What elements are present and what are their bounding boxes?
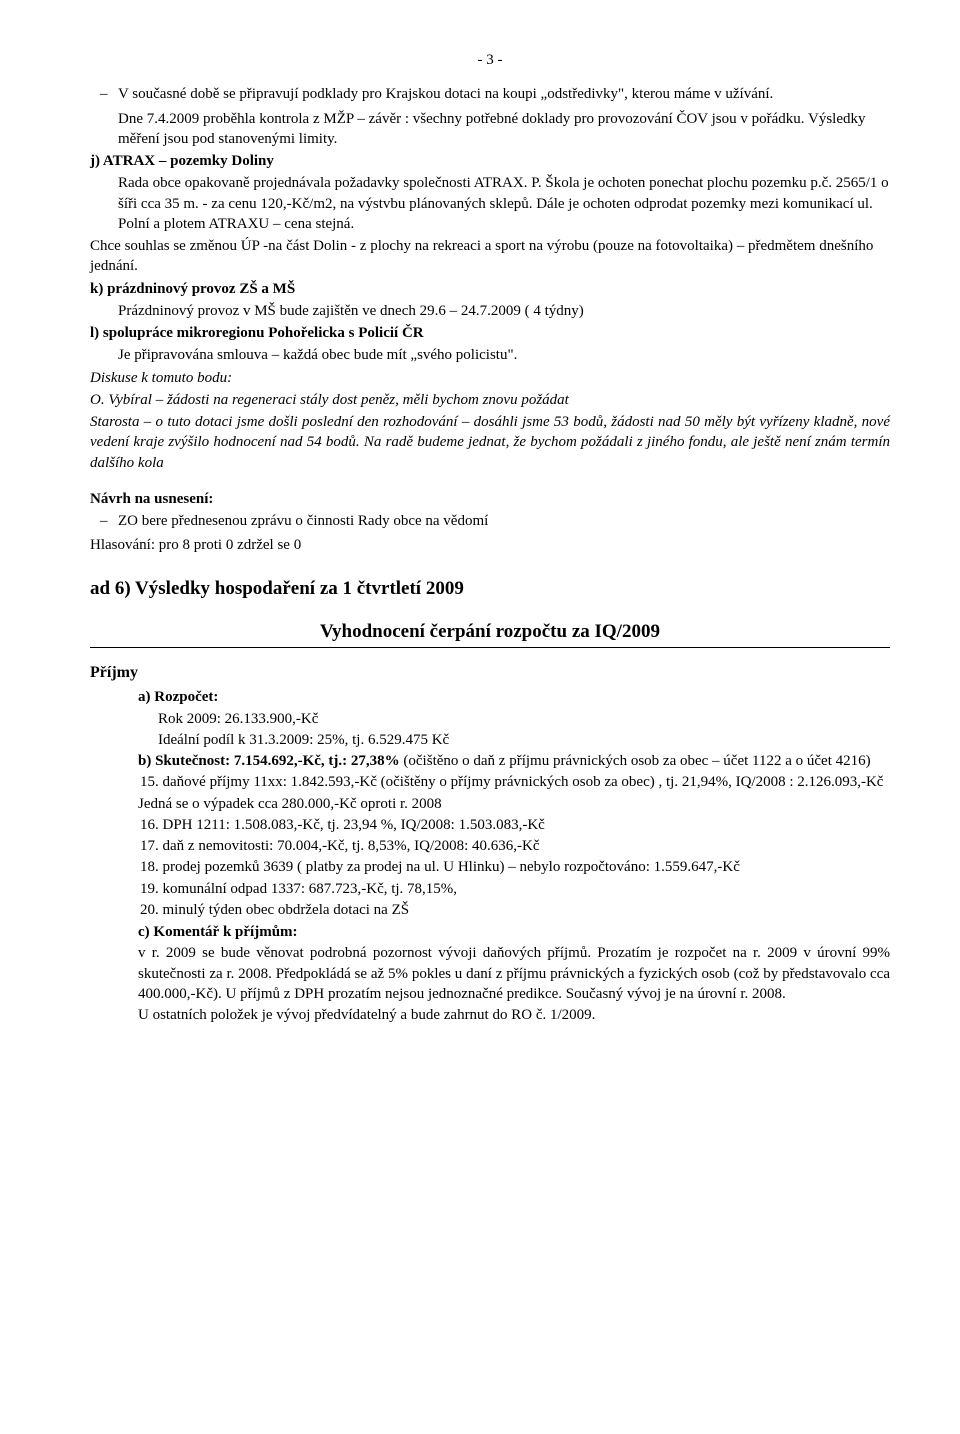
item-b-label: b) Skutečnost: 7.154.692,-Kč, tj.: 27,38… (138, 753, 400, 769)
item-b-rest: (očištěno o daň z příjmu právnických oso… (400, 753, 871, 769)
income-heading: Příjmy (90, 662, 890, 684)
bullet-text: V současné době se připravují podklady p… (118, 86, 773, 102)
discussion-line-2: Starosta – o tuto dotaci jsme došli posl… (90, 412, 890, 473)
item-c-para-1: v r. 2009 se bude věnovat podrobná pozor… (90, 943, 890, 1004)
section-l: l) spolupráce mikroregionu Pohořelicka s… (90, 323, 890, 343)
item-c-label: c) Komentář k příjmům: (138, 924, 298, 940)
discussion-line-1: O. Vybíral – žádosti na regeneraci stály… (90, 390, 890, 410)
horizontal-rule (90, 647, 890, 648)
resolution-item: ZO bere přednesenou zprávu o činnosti Ra… (118, 511, 890, 531)
section-j: j) ATRAX – pozemky Doliny (90, 151, 890, 171)
num-17: 17. daň z nemovitosti: 70.004,-Kč, tj. 8… (90, 836, 890, 856)
j-body-2: Chce souhlas se změnou ÚP -na část Dolin… (90, 236, 890, 277)
voting-line: Hlasování: pro 8 proti 0 zdržel se 0 (90, 535, 890, 555)
spacer (90, 475, 890, 489)
resolution-text: ZO bere přednesenou zprávu o činnosti Ra… (118, 513, 488, 529)
j-heading: j) ATRAX – pozemky Doliny (90, 153, 274, 169)
item-a-line-2: Ideální podíl k 31.3.2009: 25%, tj. 6.52… (90, 730, 890, 750)
num-19: 19. komunální odpad 1337: 687.723,-Kč, t… (90, 879, 890, 899)
page-number: - 3 - (90, 50, 890, 70)
item-a: a) Rozpočet: (90, 687, 890, 707)
j-body: Rada obce opakovaně projednávala požadav… (90, 173, 890, 234)
k-body: Prázdninový provoz v MŠ bude zajištěn ve… (90, 301, 890, 321)
paragraph-dne: Dne 7.4.2009 proběhla kontrola z MŽP – z… (90, 109, 890, 150)
item-b: b) Skutečnost: 7.154.692,-Kč, tj.: 27,38… (90, 751, 890, 771)
bullet-item: V současné době se připravují podklady p… (118, 84, 890, 104)
resolution-heading: Návrh na usnesení: (90, 489, 890, 509)
item-a-line-1: Rok 2009: 26.133.900,-Kč (90, 709, 890, 729)
k-heading: k) prázdninový provoz ZŠ a MŠ (90, 281, 295, 297)
l-heading: l) spolupráce mikroregionu Pohořelicka s… (90, 325, 424, 341)
resolution-list: ZO bere přednesenou zprávu o činnosti Ra… (90, 511, 890, 531)
ad6-heading: ad 6) Výsledky hospodaření za 1 čtvrtlet… (90, 576, 890, 602)
item-c: c) Komentář k příjmům: (90, 922, 890, 942)
num-20: 20. minulý týden obec obdržela dotaci na… (90, 900, 890, 920)
item-a-label: a) Rozpočet: (138, 689, 218, 705)
num-18: 18. prodej pozemků 3639 ( platby za prod… (90, 857, 890, 877)
bullet-list-1: V současné době se připravují podklady p… (90, 84, 890, 104)
num-16: 16. DPH 1211: 1.508.083,-Kč, tj. 23,94 %… (90, 815, 890, 835)
discussion-heading: Diskuse k tomuto bodu: (90, 368, 890, 388)
item-c-para-2: U ostatních položek je vývoj předvídatel… (90, 1005, 890, 1025)
num-15b: Jedná se o výpadek cca 280.000,-Kč oprot… (90, 794, 890, 814)
section-k: k) prázdninový provoz ZŠ a MŠ (90, 279, 890, 299)
l-body: Je připravována smlouva – každá obec bud… (90, 345, 890, 365)
num-15: 15. daňové příjmy 11xx: 1.842.593,-Kč (o… (90, 772, 890, 792)
evaluation-heading: Vyhodnocení čerpání rozpočtu za IQ/2009 (90, 619, 890, 645)
